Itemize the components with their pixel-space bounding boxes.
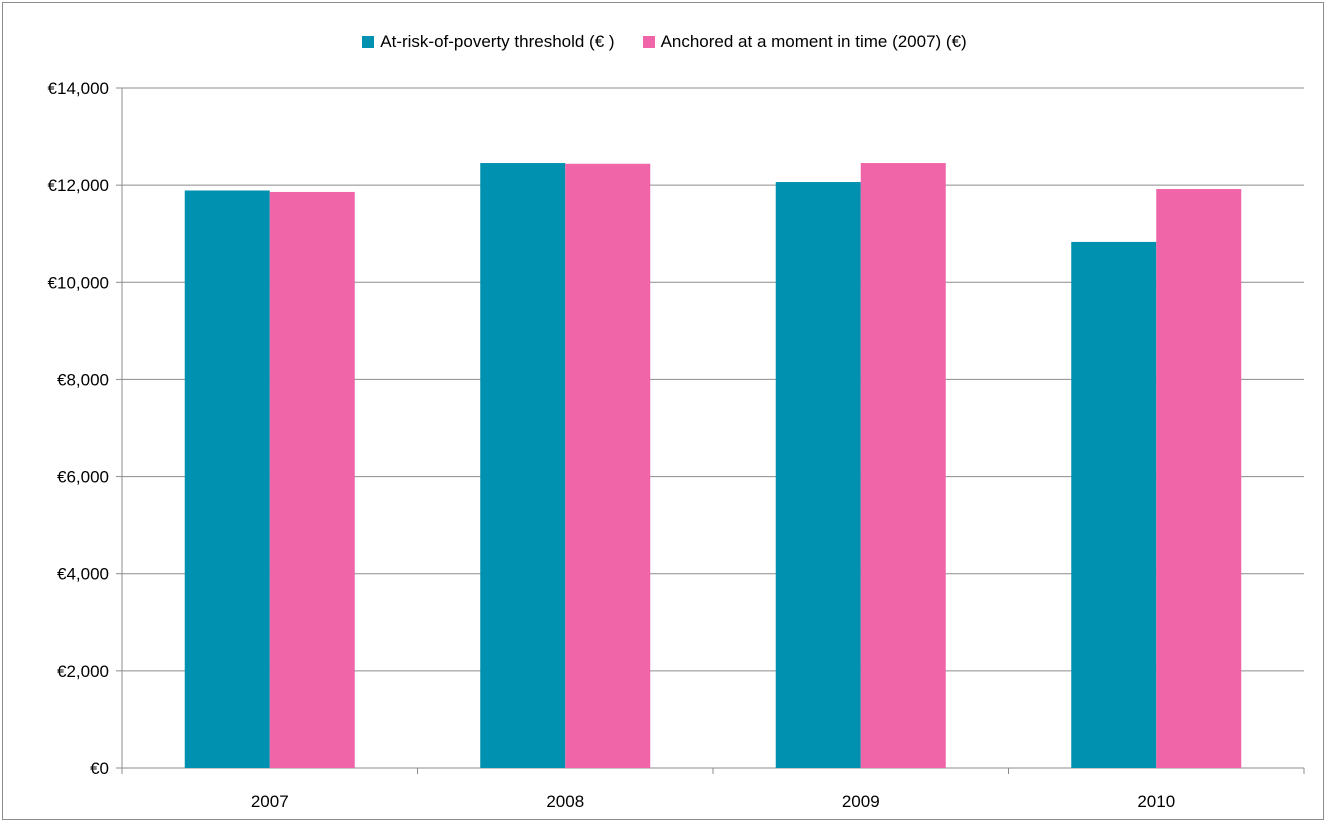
legend-label-anchored: Anchored at a moment in time (2007) (€) xyxy=(660,32,967,51)
y-tick-label: €10,000 xyxy=(48,273,109,292)
bar-2009-series-1 xyxy=(860,163,946,769)
y-tick-label: €6,000 xyxy=(57,468,109,487)
legend: At-risk-of-poverty threshold (€ ) Anchor… xyxy=(0,32,1329,52)
y-tick-label: €8,000 xyxy=(57,370,109,389)
x-tick-label: 2009 xyxy=(842,792,880,811)
legend-label-threshold: At-risk-of-poverty threshold (€ ) xyxy=(380,32,615,51)
y-tick-label: €14,000 xyxy=(48,79,109,98)
bar-2010-series-0 xyxy=(1071,241,1157,768)
bar-2008-series-0 xyxy=(480,163,566,769)
y-tick-label: €2,000 xyxy=(57,662,109,681)
legend-item-threshold: At-risk-of-poverty threshold (€ ) xyxy=(362,32,615,52)
y-tick-label: €12,000 xyxy=(48,176,109,195)
legend-item-anchored: Anchored at a moment in time (2007) (€) xyxy=(642,32,967,52)
x-tick-label: 2010 xyxy=(1137,792,1175,811)
y-tick-label: €0 xyxy=(90,759,109,778)
bar-2007-series-0 xyxy=(184,190,270,768)
legend-swatch-threshold xyxy=(362,36,375,48)
bar-2007-series-1 xyxy=(269,191,355,768)
bar-2009-series-0 xyxy=(775,182,861,768)
y-tick-label: €4,000 xyxy=(57,565,109,584)
x-tick-label: 2007 xyxy=(251,792,289,811)
bar-2008-series-1 xyxy=(565,163,651,768)
x-tick-label: 2008 xyxy=(546,792,584,811)
legend-swatch-anchored xyxy=(642,36,655,48)
bar-2010-series-1 xyxy=(1156,189,1242,768)
